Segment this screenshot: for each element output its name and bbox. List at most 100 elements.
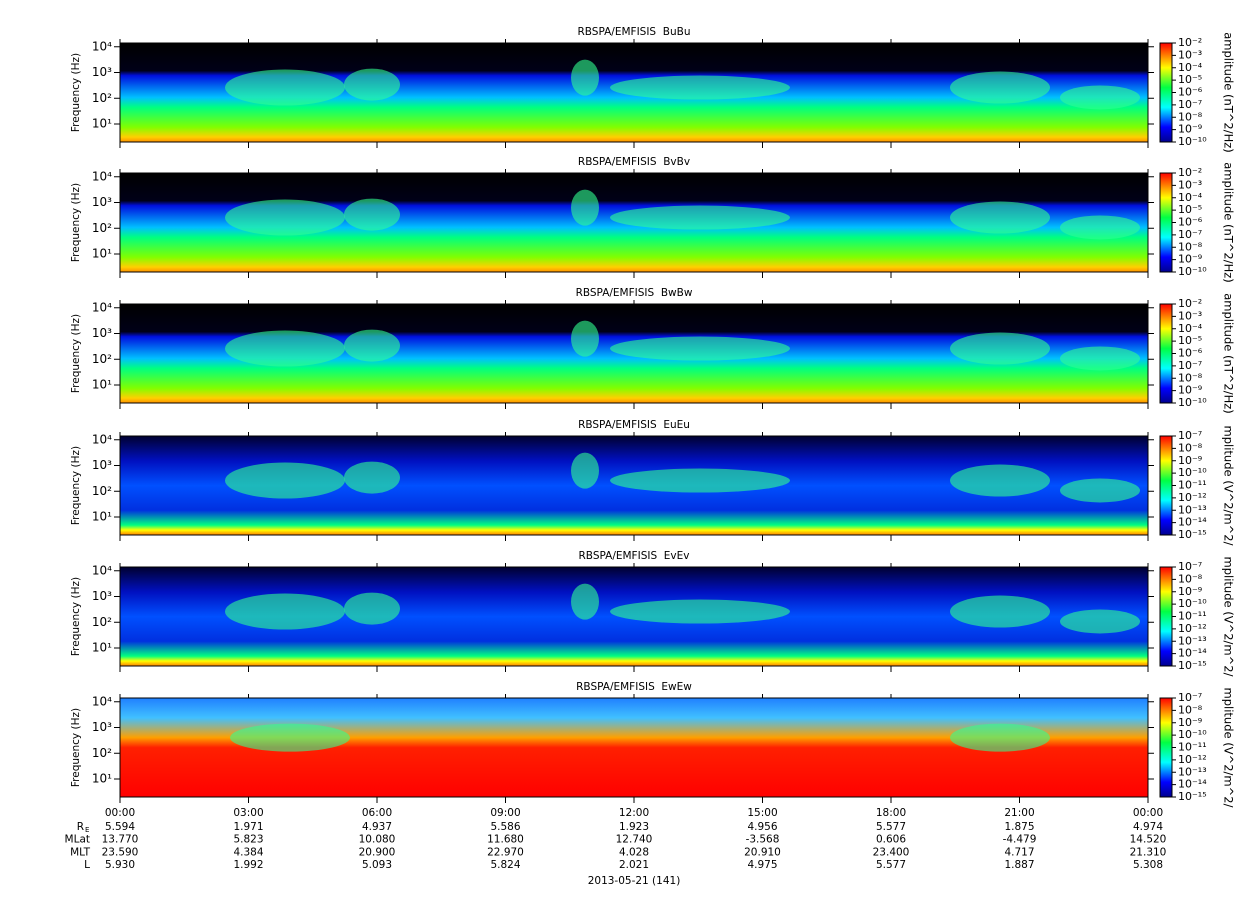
colorbar-tick-label: 10⁻¹⁰ — [1178, 728, 1207, 741]
colorbar-tick-label: 10⁻¹³ — [1178, 503, 1207, 516]
colorbar-tick-label: 10⁻⁹ — [1178, 716, 1202, 729]
y-tick-label: 10⁴ — [92, 432, 112, 446]
ephemeris-value: 2.021 — [619, 859, 649, 871]
emission-feature — [610, 468, 790, 493]
y-tick-label: 10¹ — [92, 378, 112, 392]
colorbar-tick-label: 10⁻⁸ — [1178, 441, 1203, 454]
ephemeris-value: 4.028 — [619, 846, 649, 858]
ephemeris-value: 23.590 — [102, 846, 139, 858]
panel-title: RBSPA/EMFISIS BwBw — [576, 287, 693, 299]
emission-feature — [610, 205, 790, 230]
ephemeris-label: L — [84, 859, 90, 871]
x-tick-label: 00:00 — [1133, 807, 1163, 819]
y-tick-label: 10³ — [92, 195, 112, 209]
y-tick-label: 10¹ — [92, 641, 112, 655]
emission-feature — [344, 329, 400, 362]
colorbar-label: amplitude (nT^2/Hz) — [1222, 162, 1236, 283]
ephemeris-value: 1.923 — [619, 821, 649, 833]
spectrogram — [120, 304, 1148, 403]
y-tick-label: 10¹ — [92, 772, 112, 786]
emission-feature — [344, 68, 400, 101]
emission-feature — [950, 723, 1050, 752]
emission-feature — [225, 593, 345, 630]
ephemeris-value: 1.875 — [1004, 821, 1034, 833]
colorbar-tick-label: 10⁻⁷ — [1178, 228, 1202, 241]
spectrogram — [120, 567, 1148, 666]
y-tick-label: 10² — [92, 221, 112, 235]
colorbar-tick-label: 10⁻⁶ — [1178, 216, 1203, 229]
emission-feature — [571, 452, 599, 489]
emission-feature — [344, 198, 400, 231]
colorbar-label: amplitude (nT^2/Hz) — [1222, 32, 1236, 153]
colorbar-tick-label: 10⁻⁹ — [1178, 253, 1202, 266]
y-tick-label: 10³ — [92, 720, 112, 734]
colorbar-tick-label: 10⁻¹² — [1178, 622, 1207, 635]
emission-feature — [344, 592, 400, 625]
colorbar-tick-label: 10⁻⁹ — [1178, 384, 1202, 397]
ephemeris-value: 20.900 — [359, 846, 396, 858]
ephemeris-value: 4.937 — [362, 821, 392, 833]
colorbar-tick-label: 10⁻¹⁴ — [1178, 647, 1207, 660]
colorbar-tick-label: 10⁻⁷ — [1178, 691, 1202, 704]
ephemeris-value: 5.823 — [233, 834, 263, 846]
colorbar-tick-label: 10⁻⁷ — [1178, 429, 1202, 442]
y-tick-label: 10¹ — [92, 510, 112, 524]
colorbar-tick-label: 10⁻¹³ — [1178, 634, 1207, 647]
emission-feature — [950, 71, 1050, 104]
colorbar-tick-label: 10⁻¹⁴ — [1178, 778, 1207, 791]
colorbar-tick-label: 10⁻³ — [1178, 178, 1202, 191]
x-tick-label: 15:00 — [747, 807, 777, 819]
colorbar — [1159, 172, 1173, 273]
y-tick-label: 10³ — [92, 326, 112, 340]
emission-feature — [571, 59, 599, 96]
colorbar — [1159, 697, 1173, 798]
y-tick-label: 10⁴ — [92, 169, 112, 183]
y-tick-label: 10¹ — [92, 247, 112, 261]
y-tick-label: 10² — [92, 615, 112, 629]
colorbar-label: mplitude (V^2/m^2/ — [1222, 688, 1236, 808]
ephemeris-value: 5.577 — [876, 821, 906, 833]
ephemeris-value: 11.680 — [487, 834, 524, 846]
colorbar — [1159, 303, 1173, 404]
y-tick-label: 10² — [92, 746, 112, 760]
emission-feature — [344, 461, 400, 494]
colorbar-tick-label: 10⁻¹⁵ — [1178, 659, 1207, 672]
colorbar-tick-label: 10⁻¹¹ — [1178, 479, 1207, 492]
ephemeris-value: 12.740 — [616, 834, 653, 846]
colorbar — [1159, 566, 1173, 667]
emission-feature — [571, 320, 599, 357]
colorbar-tick-label: 10⁻³ — [1178, 48, 1202, 61]
colorbar-tick-label: 10⁻⁹ — [1178, 123, 1202, 136]
emission-feature — [225, 199, 345, 236]
y-tick-label: 10² — [92, 484, 112, 498]
x-tick-label: 00:00 — [105, 807, 135, 819]
emission-feature — [225, 462, 345, 499]
colorbar-tick-label: 10⁻⁶ — [1178, 86, 1203, 99]
colorbar-tick-label: 10⁻⁸ — [1178, 110, 1203, 123]
emission-feature — [950, 464, 1050, 497]
colorbar-tick-label: 10⁻⁷ — [1178, 359, 1202, 372]
colorbar-tick-label: 10⁻⁵ — [1178, 334, 1202, 347]
panel-title: RBSPA/EMFISIS EwEw — [576, 681, 692, 693]
y-tick-label: 10³ — [92, 458, 112, 472]
ephemeris-value: 22.970 — [487, 846, 524, 858]
colorbar-tick-label: 10⁻² — [1178, 297, 1202, 310]
colorbar-label: mplitude (V^2/m^2/ — [1222, 557, 1236, 677]
ephemeris-value: 1.992 — [233, 859, 263, 871]
ephemeris-value: 5.586 — [490, 821, 520, 833]
colorbar-tick-label: 10⁻⁴ — [1178, 191, 1203, 204]
colorbar-tick-label: 10⁻¹⁰ — [1178, 265, 1207, 278]
y-tick-label: 10⁴ — [92, 39, 112, 53]
colorbar — [1159, 435, 1173, 536]
colorbar-tick-label: 10⁻⁸ — [1178, 703, 1203, 716]
emission-feature — [1060, 609, 1140, 634]
ephemeris-value: 1.971 — [233, 821, 263, 833]
ephemeris-value: 14.520 — [1130, 834, 1167, 846]
ephemeris-value: 4.956 — [747, 821, 777, 833]
emission-feature — [225, 69, 345, 106]
y-axis-label: Frequency (Hz) — [70, 314, 82, 393]
spectrogram — [120, 43, 1148, 142]
ephemeris-value: 5.930 — [105, 859, 135, 871]
emission-feature — [950, 332, 1050, 365]
